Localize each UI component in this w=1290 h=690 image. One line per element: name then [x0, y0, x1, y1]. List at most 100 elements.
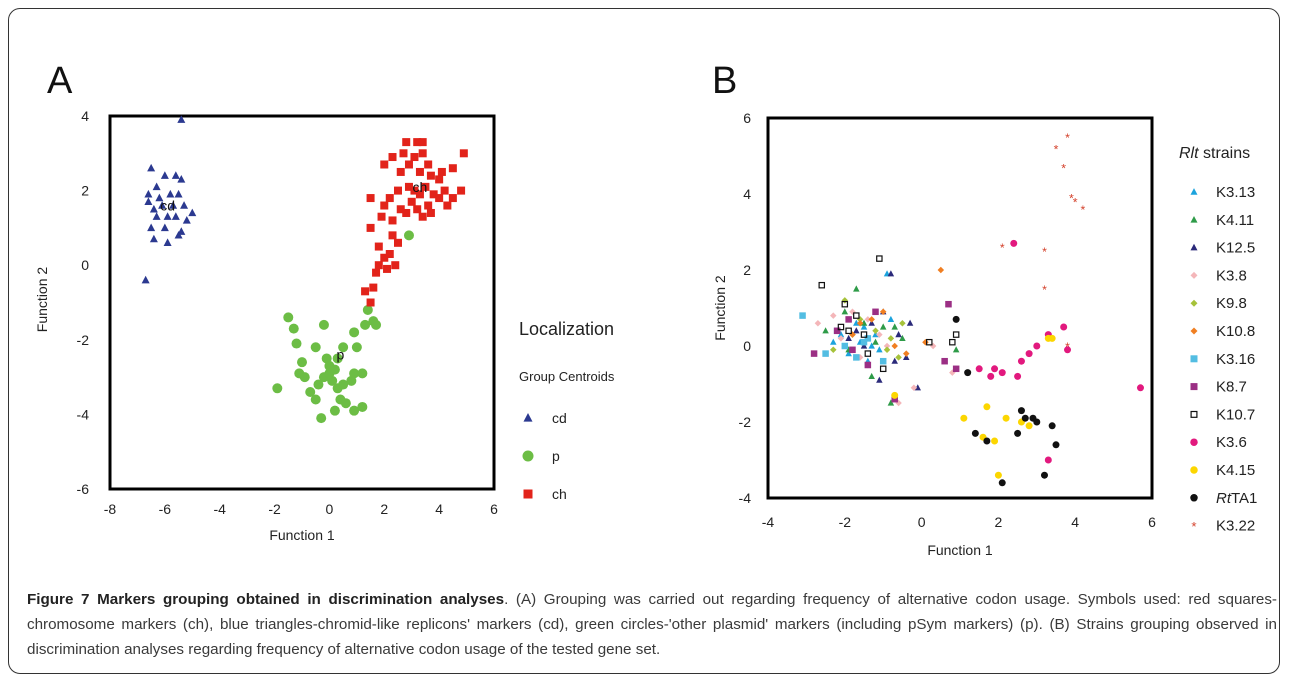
point-p: [338, 379, 349, 390]
panel-label-a: A: [47, 60, 73, 102]
x-tick-label-a: -6: [159, 501, 172, 517]
point-K12.5: [906, 319, 914, 326]
point-K3.22: *: [1080, 203, 1085, 217]
legend-marker-K12.5: [1190, 243, 1198, 251]
point-K12.5: [891, 357, 898, 364]
x-tick-label-a: -4: [213, 501, 226, 517]
centroid-label: cd: [160, 198, 175, 214]
point-ch: [402, 208, 411, 217]
point-K3.13: [845, 350, 852, 357]
point-K9.8: [830, 346, 837, 354]
point-K3.13: [837, 331, 845, 338]
point-K10.7: [845, 327, 852, 335]
y-tick-label-b: -2: [739, 414, 752, 430]
legend-label-rest: TA1: [1231, 490, 1257, 507]
point-K3.6: [998, 369, 1006, 377]
point-ch: [407, 197, 416, 206]
point-cd: [158, 201, 167, 209]
point-p: [310, 394, 321, 405]
point-K3.13: [876, 346, 883, 353]
x-tick-label-a: -8: [104, 501, 117, 517]
point-K3.6: [1136, 384, 1144, 392]
point-ch: [418, 212, 427, 221]
x-tick-label-a: -2: [268, 501, 281, 517]
x-tick-label-a: 4: [435, 501, 443, 517]
point-RtTA1: [1052, 441, 1060, 449]
y-axis-label-b: Function 2: [712, 275, 728, 341]
point-K10.7: [860, 331, 868, 338]
point-p: [294, 368, 305, 379]
point-K3.8: [876, 331, 883, 338]
point-K8.7: [891, 395, 898, 403]
legend-marker-K3.8: [1190, 271, 1198, 279]
point-K12.5: [845, 334, 852, 341]
point-K3.6: [991, 365, 999, 373]
point-K8.7: [945, 300, 952, 308]
legend-label-K3.8: K3.8: [1216, 267, 1247, 284]
point-K3.6: [1014, 372, 1022, 380]
x-axis-label-a: Function 1: [269, 527, 335, 543]
point-p: [351, 342, 362, 353]
point-ch: [366, 223, 375, 232]
point-K3.8: [837, 335, 845, 342]
point-K4.15: [994, 471, 1002, 479]
point-K3.22: *: [1042, 245, 1047, 259]
point-K3.8: [830, 312, 837, 319]
point-K3.8: [883, 342, 891, 350]
point-ch: [418, 138, 427, 147]
point-ch: [404, 160, 413, 169]
point-ch: [404, 182, 413, 191]
x-tick-label-a: 0: [326, 501, 334, 517]
point-K10.8: [879, 308, 887, 316]
point-K12.5: [887, 270, 895, 277]
point-ch: [372, 268, 381, 277]
legend-title-rest: strains: [1199, 145, 1251, 162]
point-ch: [374, 242, 383, 251]
point-ch: [394, 238, 402, 247]
legend-label-K8.7: K8.7: [1216, 379, 1247, 396]
point-K4.11: [841, 308, 849, 315]
legend-marker-RtTA1: [1190, 494, 1198, 502]
point-K3.16: [853, 354, 860, 361]
y-axis-label-a: Function 2: [34, 267, 50, 333]
point-K3.6: [1010, 239, 1018, 247]
point-K3.22: *: [1065, 131, 1070, 145]
point-K8.7: [872, 308, 879, 316]
point-cd: [149, 204, 158, 213]
point-K3.22: *: [1065, 340, 1070, 354]
point-cd: [171, 212, 180, 220]
point-p: [310, 342, 321, 353]
legend-marker-K8.7: [1190, 383, 1198, 391]
caption-body: . (A) Grouping was carried out regarding…: [27, 591, 1277, 658]
point-ch: [429, 190, 438, 199]
legend-marker-K3.13: [1190, 188, 1198, 195]
centroid-label: ch: [413, 179, 428, 195]
point-K9.8: [883, 346, 891, 354]
point-ch: [366, 194, 375, 203]
point-p: [403, 230, 414, 241]
legend-label-cd: cd: [552, 410, 567, 426]
point-K3.13: [887, 315, 895, 322]
point-ch: [388, 231, 397, 240]
point-K10.7: [841, 300, 849, 308]
point-cd: [163, 212, 172, 220]
x-axis-label-b: Function 1: [927, 542, 993, 558]
point-K12.5: [853, 327, 860, 334]
point-K10.7: [949, 338, 956, 346]
point-p: [357, 368, 368, 379]
point-ch: [380, 253, 389, 262]
legend-label-K3.22: K3.22: [1216, 518, 1255, 535]
point-K3.6: [987, 372, 995, 380]
point-K4.11: [860, 319, 868, 326]
point-RtTA1: [1040, 471, 1048, 479]
point-K4.11: [872, 338, 879, 345]
legend-marker-p: [522, 450, 534, 462]
point-K3.16: [822, 350, 829, 357]
point-ch: [377, 212, 386, 221]
point-RtTA1: [983, 437, 991, 445]
point-p: [324, 368, 335, 379]
point-ch: [448, 164, 457, 173]
point-K12.5: [914, 384, 922, 391]
point-K3.6: [1025, 350, 1033, 358]
point-ch: [413, 138, 422, 147]
